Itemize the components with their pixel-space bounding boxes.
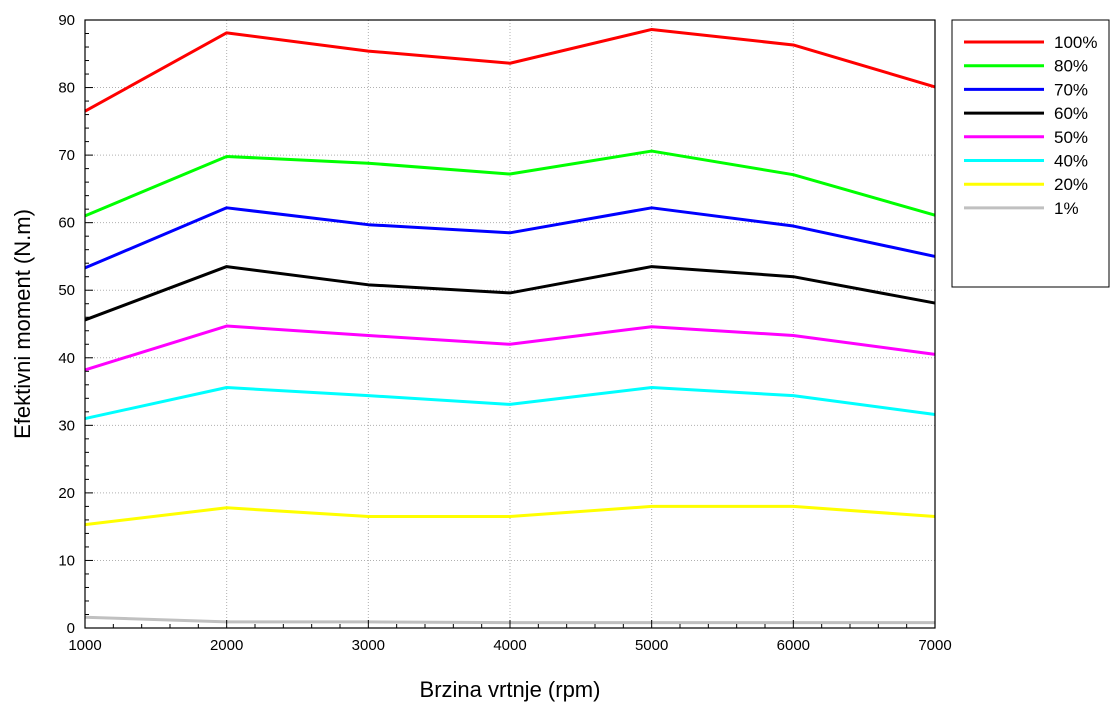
y-tick-label: 10	[58, 552, 75, 569]
legend-entry-label: 100%	[1054, 33, 1097, 52]
series-line-80pct	[84, 149, 936, 218]
y-tick-label: 20	[58, 485, 75, 502]
y-tick-label: 90	[58, 12, 75, 29]
series-line-70pct	[84, 206, 936, 270]
y-axis-title: Efektivni moment (N.m)	[10, 209, 35, 439]
y-tick-label: 80	[58, 80, 75, 97]
x-tick-label: 1000	[68, 637, 101, 654]
series-line-60pct	[84, 265, 936, 322]
x-tick-label: 7000	[918, 637, 951, 654]
x-tick-label: 4000	[493, 637, 526, 654]
grid-lines	[85, 20, 935, 628]
y-tick-label: 70	[58, 147, 75, 164]
x-tick-label: 5000	[635, 637, 668, 654]
y-tick-label: 0	[67, 620, 75, 637]
legend-entry-label: 1%	[1054, 199, 1079, 218]
legend-entry-label: 20%	[1054, 175, 1088, 194]
legend-entry-label: 60%	[1054, 104, 1088, 123]
legend-entry-label: 40%	[1054, 152, 1088, 171]
legend-entry-label: 70%	[1054, 80, 1088, 99]
legend: 100% 80% 70% 60% 50% 40% 20% 1%	[951, 19, 1110, 288]
y-tick-label: 60	[58, 215, 75, 232]
series-line-20pct	[84, 504, 936, 527]
x-tick-label: 2000	[210, 637, 243, 654]
x-tick-label: 3000	[352, 637, 385, 654]
series-lines	[84, 27, 936, 625]
x-tick-label: 6000	[777, 637, 810, 654]
y-tick-label: 50	[58, 282, 75, 299]
series-line-50pct	[84, 324, 936, 372]
y-tick-label: 40	[58, 350, 75, 367]
series-line-40pct	[84, 386, 936, 421]
legend-entry-label: 50%	[1054, 128, 1088, 147]
y-tick-label: 30	[58, 417, 75, 434]
axis-ticks: 1000 2000 3000 4000 5000 6000 7000 0 10 20 30 40 50 6…	[58, 12, 951, 654]
x-axis-title: Brzina vrtnje (rpm)	[420, 677, 601, 702]
legend-entry-label: 80%	[1054, 57, 1088, 76]
series-line-100pct	[84, 27, 936, 113]
